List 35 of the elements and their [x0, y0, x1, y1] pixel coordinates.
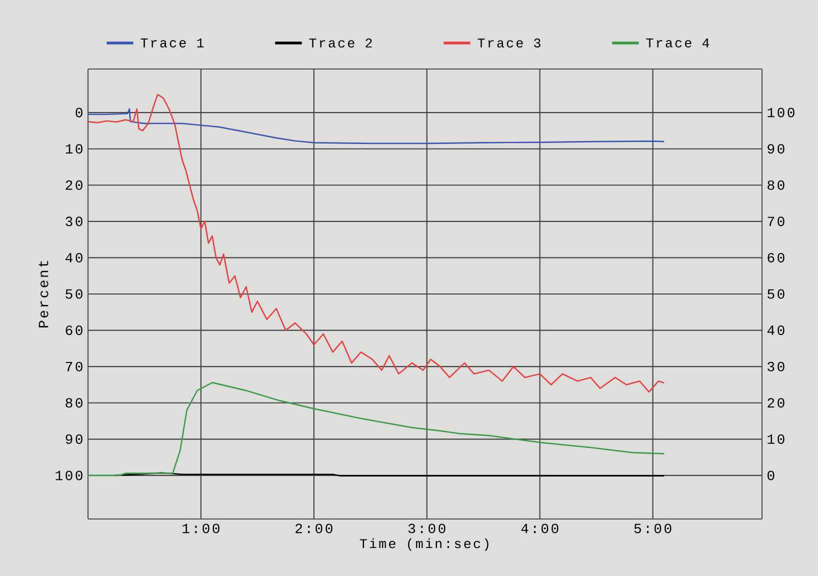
y-tick-label: 90: [66, 434, 82, 444]
x-tick-label: 4:00: [521, 524, 558, 534]
legend-label: Trace 3: [478, 38, 540, 48]
legend-label: Trace 2: [309, 38, 372, 48]
x-tick-label: 3:00: [408, 524, 446, 534]
y-tick-label: 100: [56, 470, 82, 480]
x-axis-title: Time (min:sec): [360, 538, 488, 551]
y2-tick-label: 80: [768, 180, 784, 190]
y2-tick-label: 100: [768, 108, 794, 118]
y-tick-label: 20: [66, 180, 82, 190]
line-series: [88, 382, 665, 476]
y-axis-title: Percent: [38, 261, 48, 328]
y-tick-label: 50: [66, 289, 82, 299]
y2-tick-label: 70: [768, 216, 784, 226]
y-tick-label: 70: [66, 362, 82, 372]
y-tick-label: 40: [66, 252, 82, 262]
y2-tick-label: 40: [767, 326, 784, 336]
legend-label: Trace 4: [646, 38, 710, 48]
y-tick-label: 10: [66, 144, 82, 154]
y-tick-label: 80: [66, 398, 82, 408]
y2-tick-label: 50: [768, 289, 784, 299]
y2-tick-label: 10: [768, 434, 784, 444]
y2-tick-label: 30: [768, 362, 784, 372]
x-tick-label: 1:00: [182, 524, 220, 534]
x-tick-label: 5:00: [634, 524, 672, 534]
x-tick-label: 2:00: [296, 524, 332, 534]
y2-tick-label: 20: [768, 398, 784, 408]
line-series: [88, 108, 665, 144]
y-tick-label: 0: [76, 108, 82, 118]
y-tick-label: 60: [66, 326, 82, 336]
legend-label: Trace 1: [140, 38, 204, 48]
y2-tick-label: 0: [768, 470, 774, 480]
y2-tick-label: 90: [768, 144, 784, 154]
y2-tick-label: 60: [768, 252, 784, 262]
y-tick-label: 30: [66, 216, 82, 226]
